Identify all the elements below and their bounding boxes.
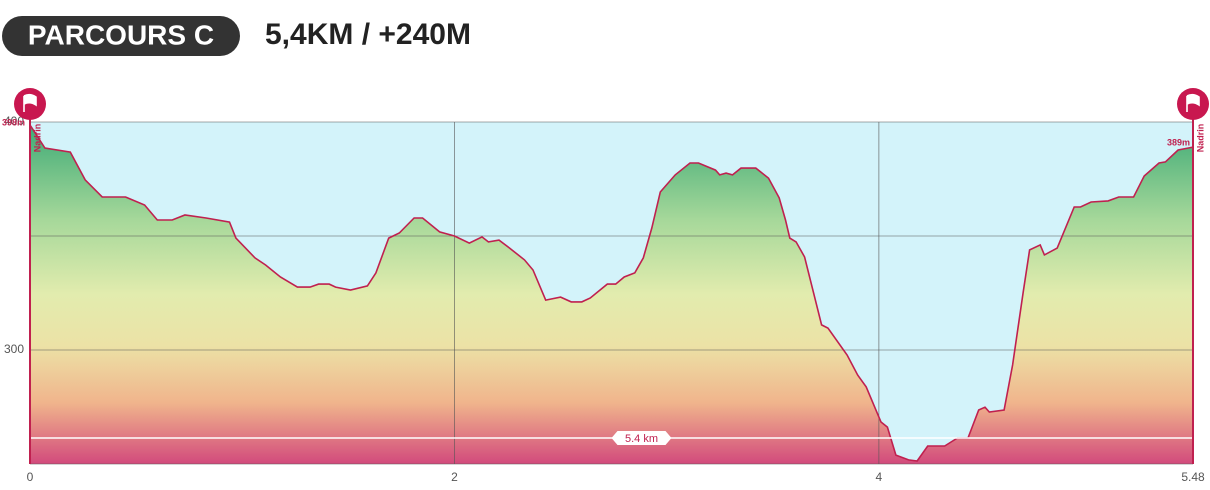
x-tick-label: 0	[27, 470, 34, 484]
end-label: 389m	[1167, 137, 1190, 147]
end-name: Nadrin	[1195, 124, 1205, 153]
area-fill	[30, 125, 1193, 464]
x-tick-label: 5.48	[1181, 470, 1205, 484]
elevation-line	[29, 124, 1194, 462]
x-tick-label: 2	[451, 470, 458, 484]
y-tick-label: 400	[4, 114, 24, 128]
start-flag-icon	[23, 93, 37, 112]
distance-badge	[611, 431, 672, 445]
title: 5,4KM / +240M	[265, 18, 471, 51]
x-tick-label: 4	[876, 470, 883, 484]
badge	[2, 16, 240, 56]
start-label: 398m	[2, 117, 25, 127]
start-flag	[14, 88, 46, 120]
end-flag	[1177, 88, 1209, 120]
y-tick-label: 300	[4, 342, 24, 356]
badge-text: PARCOURS C	[28, 19, 214, 50]
distance-label: 5.4 km	[625, 433, 658, 445]
end-flag-icon	[1186, 93, 1200, 112]
start-name: Nadrin	[32, 124, 42, 153]
